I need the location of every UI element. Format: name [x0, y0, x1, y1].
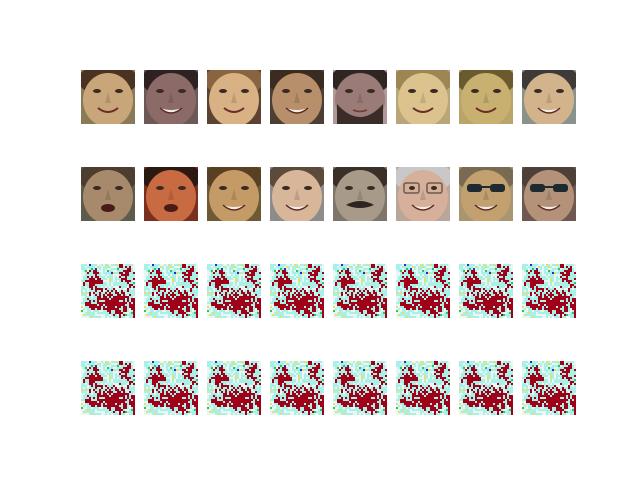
face-photo-2-7	[459, 167, 513, 221]
noise-map-4-3	[207, 361, 261, 415]
noise-map-4-5-image	[333, 361, 387, 415]
face-photo-1-6-image	[396, 70, 450, 124]
face-photo-2-3	[207, 167, 261, 221]
face-photo-1-7	[459, 70, 513, 124]
noise-map-4-6-image	[396, 361, 450, 415]
noise-map-4-6	[396, 361, 450, 415]
face-photo-2-7-image	[459, 167, 513, 221]
face-photo-1-3-image	[207, 70, 261, 124]
noise-map-4-4-image	[270, 361, 324, 415]
face-photo-2-8-image	[522, 167, 576, 221]
noise-map-3-2	[144, 264, 198, 318]
face-photo-1-1-image	[81, 70, 135, 124]
face-photo-2-4	[270, 167, 324, 221]
noise-map-3-4	[270, 264, 324, 318]
noise-map-4-1	[81, 361, 135, 415]
face-photo-1-3	[207, 70, 261, 124]
noise-map-4-2	[144, 361, 198, 415]
face-photo-2-6-image	[396, 167, 450, 221]
face-photo-2-1	[81, 167, 135, 221]
noise-map-4-7	[459, 361, 513, 415]
face-photo-1-8	[522, 70, 576, 124]
noise-map-3-7	[459, 264, 513, 318]
face-photo-2-2	[144, 167, 198, 221]
noise-map-3-4-image	[270, 264, 324, 318]
face-photo-1-1	[81, 70, 135, 124]
noise-map-3-3-image	[207, 264, 261, 318]
noise-map-4-1-image	[81, 361, 135, 415]
noise-row-1	[81, 264, 577, 318]
face-photo-2-3-image	[207, 167, 261, 221]
noise-map-4-5	[333, 361, 387, 415]
noise-map-3-3	[207, 264, 261, 318]
noise-map-3-8	[522, 264, 576, 318]
noise-map-3-6	[396, 264, 450, 318]
noise-map-4-2-image	[144, 361, 198, 415]
noise-map-3-5-image	[333, 264, 387, 318]
face-photo-2-8	[522, 167, 576, 221]
noise-map-4-7-image	[459, 361, 513, 415]
noise-map-3-1	[81, 264, 135, 318]
face-photo-2-6	[396, 167, 450, 221]
noise-map-3-2-image	[144, 264, 198, 318]
face-photo-2-5	[333, 167, 387, 221]
noise-map-3-7-image	[459, 264, 513, 318]
face-photo-1-5	[333, 70, 387, 124]
face-photo-2-5-image	[333, 167, 387, 221]
face-row-1	[81, 70, 577, 124]
face-photo-1-2-image	[144, 70, 198, 124]
face-photo-1-5-image	[333, 70, 387, 124]
noise-map-3-6-image	[396, 264, 450, 318]
noise-map-4-3-image	[207, 361, 261, 415]
face-photo-2-2-image	[144, 167, 198, 221]
noise-row-2	[81, 361, 577, 415]
face-row-2	[81, 167, 577, 221]
face-photo-2-1-image	[81, 167, 135, 221]
face-photo-1-8-image	[522, 70, 576, 124]
face-photo-1-4	[270, 70, 324, 124]
face-photo-1-7-image	[459, 70, 513, 124]
face-photo-1-4-image	[270, 70, 324, 124]
noise-map-4-8-image	[522, 361, 576, 415]
noise-map-3-1-image	[81, 264, 135, 318]
noise-map-3-8-image	[522, 264, 576, 318]
face-photo-1-6	[396, 70, 450, 124]
noise-map-4-4	[270, 361, 324, 415]
noise-map-3-5	[333, 264, 387, 318]
noise-map-4-8	[522, 361, 576, 415]
face-photo-1-2	[144, 70, 198, 124]
face-photo-2-4-image	[270, 167, 324, 221]
